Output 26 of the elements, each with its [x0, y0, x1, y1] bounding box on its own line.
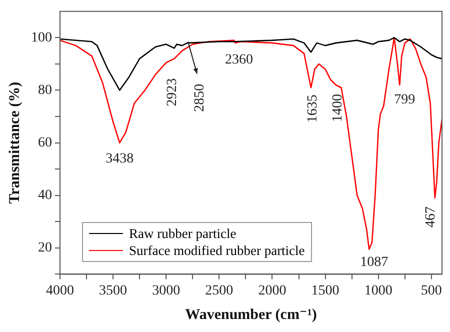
x-tick-label: 1500 — [311, 283, 340, 298]
y-tick-label: 100 — [31, 30, 52, 46]
x-tick-label: 1000 — [364, 283, 392, 298]
x-tick-label: 2500 — [205, 283, 234, 298]
annotation: 3438 — [106, 151, 134, 166]
annotation: 1087 — [360, 254, 388, 270]
y-tick-label: 60 — [38, 135, 52, 150]
x-tick-label: 4000 — [46, 283, 74, 298]
y-axis-title: Transmittance (%) — [6, 82, 23, 204]
legend-label: Surface modified rubber particle — [129, 242, 305, 259]
annotation: 2850 — [192, 84, 208, 112]
annotation: 2360 — [225, 52, 254, 68]
annotation: 2923 — [164, 78, 180, 106]
legend-label: Raw rubber particle — [129, 225, 236, 242]
y-tick-label: 80 — [38, 82, 52, 98]
annotation: 467 — [424, 206, 439, 228]
y-tick-label: 40 — [38, 188, 52, 204]
x-tick-label: 3500 — [99, 283, 128, 298]
y-tick-label: 20 — [38, 240, 52, 256]
annotation: 1635 — [306, 94, 321, 123]
x-axis-title: Wavenumber (cm⁻¹) — [185, 306, 317, 323]
x-tick-label: 3000 — [152, 283, 180, 298]
x-tick-label: 2000 — [258, 283, 286, 298]
x-tick-label: 500 — [420, 283, 442, 298]
annotation: 799 — [394, 92, 416, 108]
annotation: 1400 — [330, 94, 346, 122]
